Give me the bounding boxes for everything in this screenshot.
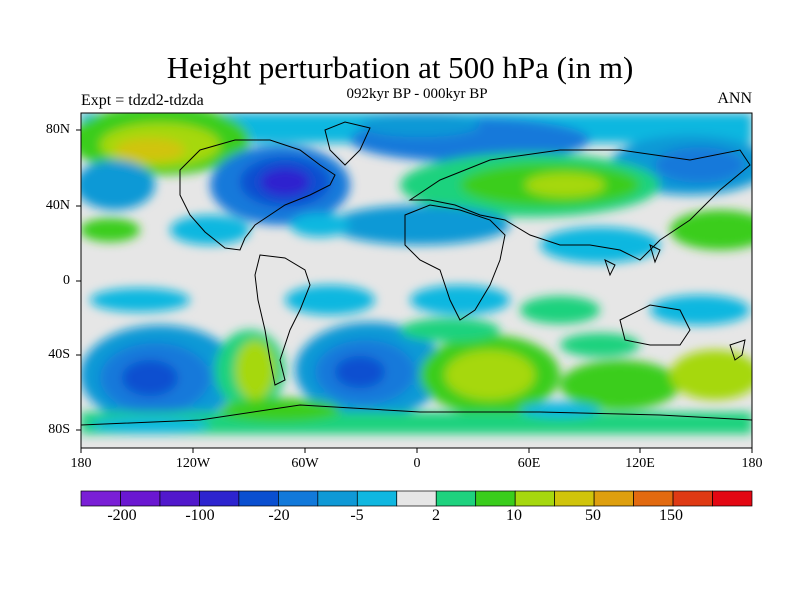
lat-label-80n: 80N xyxy=(45,122,70,137)
lon-label-60e: 60E xyxy=(517,456,541,471)
colorbar-swatch xyxy=(475,490,516,507)
lon-label-180w: 180 xyxy=(70,456,92,471)
lon-label-0: 0 xyxy=(413,456,421,471)
colorbar-swatch xyxy=(120,490,161,507)
height-anomaly-field xyxy=(81,113,752,448)
lat-label-equator: 0 xyxy=(63,273,70,288)
colorbar-swatch xyxy=(317,490,358,507)
colorbar-swatch xyxy=(199,490,240,507)
chart-title: Height perturbation at 500 hPa (in m) xyxy=(166,50,634,85)
lon-label-120e: 120E xyxy=(625,456,655,471)
colorbar-swatch xyxy=(593,490,634,507)
chart-subtitle: 092kyr BP - 000kyr BP xyxy=(346,86,488,102)
colorbar-swatch xyxy=(554,490,595,507)
experiment-label: Expt = tdzd2-tdzda xyxy=(81,92,204,109)
axis-ticks xyxy=(76,129,753,453)
lat-label-40n: 40N xyxy=(45,198,70,213)
colorbar-swatch xyxy=(278,490,319,507)
colorbar-swatch xyxy=(712,490,753,507)
colorbar-swatch xyxy=(633,490,674,507)
colorbar-label-50: 50 xyxy=(585,507,601,524)
coastlines xyxy=(81,121,752,426)
colorbar-swatch xyxy=(356,490,398,507)
season-label: ANN xyxy=(717,90,752,107)
colorbar-swatch xyxy=(396,490,437,507)
colorbar-label-neg100: -100 xyxy=(185,507,215,524)
lon-label-180e: 180 xyxy=(741,456,763,471)
colorbar-label-neg200: -200 xyxy=(107,507,137,524)
lat-label-80s: 80S xyxy=(48,422,70,437)
colorbar-swatch xyxy=(514,490,555,507)
colorbar-label-neg5: -5 xyxy=(350,507,364,524)
lon-label-120w: 120W xyxy=(175,456,211,471)
colorbar-swatch xyxy=(672,490,713,507)
lat-label-40s: 40S xyxy=(48,347,70,362)
colorbar-swatch xyxy=(80,490,121,507)
colorbar-swatch xyxy=(238,490,279,507)
colorbar xyxy=(80,490,753,507)
colorbar-swatch xyxy=(159,490,200,507)
lon-label-60w: 60W xyxy=(291,456,319,471)
colorbar-label-neg20: -20 xyxy=(268,507,290,524)
colorbar-label-10: 10 xyxy=(506,507,522,524)
colorbar-label-150: 150 xyxy=(659,507,683,524)
colorbar-swatch xyxy=(435,490,477,507)
colorbar-label-2: 2 xyxy=(432,507,440,524)
